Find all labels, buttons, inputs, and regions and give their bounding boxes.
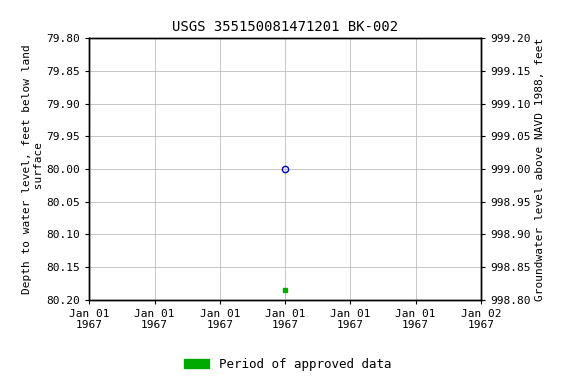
Y-axis label: Depth to water level, feet below land
 surface: Depth to water level, feet below land su… (22, 44, 44, 294)
Legend: Period of approved data: Period of approved data (179, 353, 397, 376)
Title: USGS 355150081471201 BK-002: USGS 355150081471201 BK-002 (172, 20, 398, 35)
Y-axis label: Groundwater level above NAVD 1988, feet: Groundwater level above NAVD 1988, feet (535, 37, 545, 301)
